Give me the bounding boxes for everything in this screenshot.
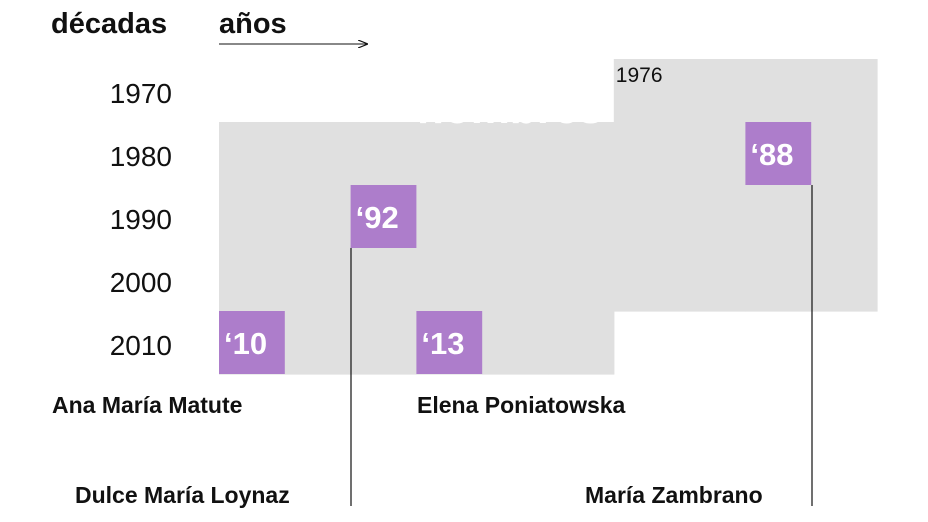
year-cell [679,185,746,249]
year-cell [416,185,483,249]
decade-labels: 1970 1980 1990 2000 2010 [110,78,172,361]
year-cell [219,185,286,249]
year-cell [350,122,417,186]
year-cell [219,248,286,312]
decades-axis-title: décadas [51,8,167,40]
year-cell [284,185,352,249]
year-cell [679,122,746,186]
year-cell [482,185,549,249]
women-winners: ‘10 Ana María Matute ‘92 Dulce María Loynaz… [52,122,813,508]
year-cell [811,122,878,186]
year-cell [416,122,483,186]
winner-cell [745,122,812,185]
year-cell [745,59,812,123]
year-cell [284,248,352,312]
year-cell [679,248,746,312]
year-cell [482,248,549,312]
year-cell [548,248,615,312]
winner-name: María Zambrano [585,482,763,508]
winner-year-label: ‘13 [421,326,464,361]
winner-year-label: ‘92 [356,200,399,235]
year-cell [548,311,615,375]
decade-label: 1970 [110,78,172,109]
year-cell [745,185,812,249]
winner-year-label: ‘88 [750,137,793,172]
year-cell [811,185,878,249]
year-cell [811,59,878,123]
year-cell [482,122,549,186]
winner-name: Dulce María Loynaz [75,482,290,508]
decade-label: 1990 [110,204,172,235]
year-cell [482,311,549,375]
winner-year-label: ‘10 [224,326,267,361]
year-cell [613,248,681,312]
year-cell [679,59,746,123]
year-cell [613,185,681,249]
men-area-label: hombres [417,84,603,133]
year-cell [284,122,352,186]
year-cell [613,122,681,186]
decade-label: 2010 [110,330,172,361]
year-cell [613,59,681,123]
winner-cell [219,311,285,374]
year-cell [219,122,286,186]
year-cell [745,248,812,312]
winner-name: Ana María Matute [52,392,242,418]
year-cell [284,311,352,375]
winner-cell [416,311,483,374]
winner-cell [350,185,417,248]
year-cell [350,248,417,312]
year-cell [548,185,615,249]
year-cell [350,311,417,375]
decade-label: 2000 [110,267,172,298]
decade-label: 1980 [110,141,172,172]
year-cell [811,248,878,312]
year-cell [548,122,615,186]
years-axis-title: años [219,8,287,40]
year-cell [416,248,483,312]
winner-name: Elena Poniatowska [417,392,626,418]
area-start-year-label: 1976 [616,64,663,87]
